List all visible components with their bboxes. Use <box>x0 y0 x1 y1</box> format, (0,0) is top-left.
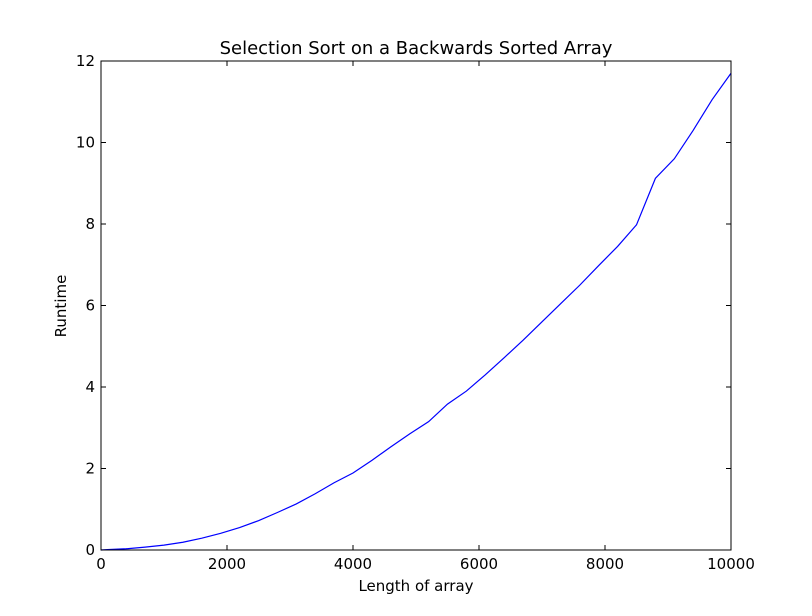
y-tick-label: 10 <box>76 134 95 152</box>
series-line <box>100 72 732 551</box>
x-tick-label: 2000 <box>208 555 246 573</box>
plot-frame <box>100 60 732 551</box>
y-tick-label: 8 <box>85 215 95 233</box>
y-axis: 0 2 4 6 8 10 12 <box>76 52 731 559</box>
x-tick-label: 0 <box>96 555 106 573</box>
y-tick-label: 4 <box>85 378 95 396</box>
y-tick-label: 12 <box>76 52 95 70</box>
x-tick-label: 10000 <box>707 555 755 573</box>
chart-title: Selection Sort on a Backwards Sorted Arr… <box>220 38 613 59</box>
y-axis-label: Runtime <box>52 275 70 338</box>
x-tick-label: 4000 <box>334 555 372 573</box>
x-tick-label: 8000 <box>586 555 624 573</box>
series-layer <box>100 72 732 551</box>
y-tick-label: 0 <box>85 541 95 559</box>
y-tick-label: 2 <box>85 460 95 478</box>
x-tick-label: 6000 <box>460 555 498 573</box>
y-tick-label: 6 <box>85 297 95 315</box>
x-axis-label: Length of array <box>358 577 473 595</box>
x-axis: 0 2000 4000 6000 8000 10000 <box>96 61 755 573</box>
